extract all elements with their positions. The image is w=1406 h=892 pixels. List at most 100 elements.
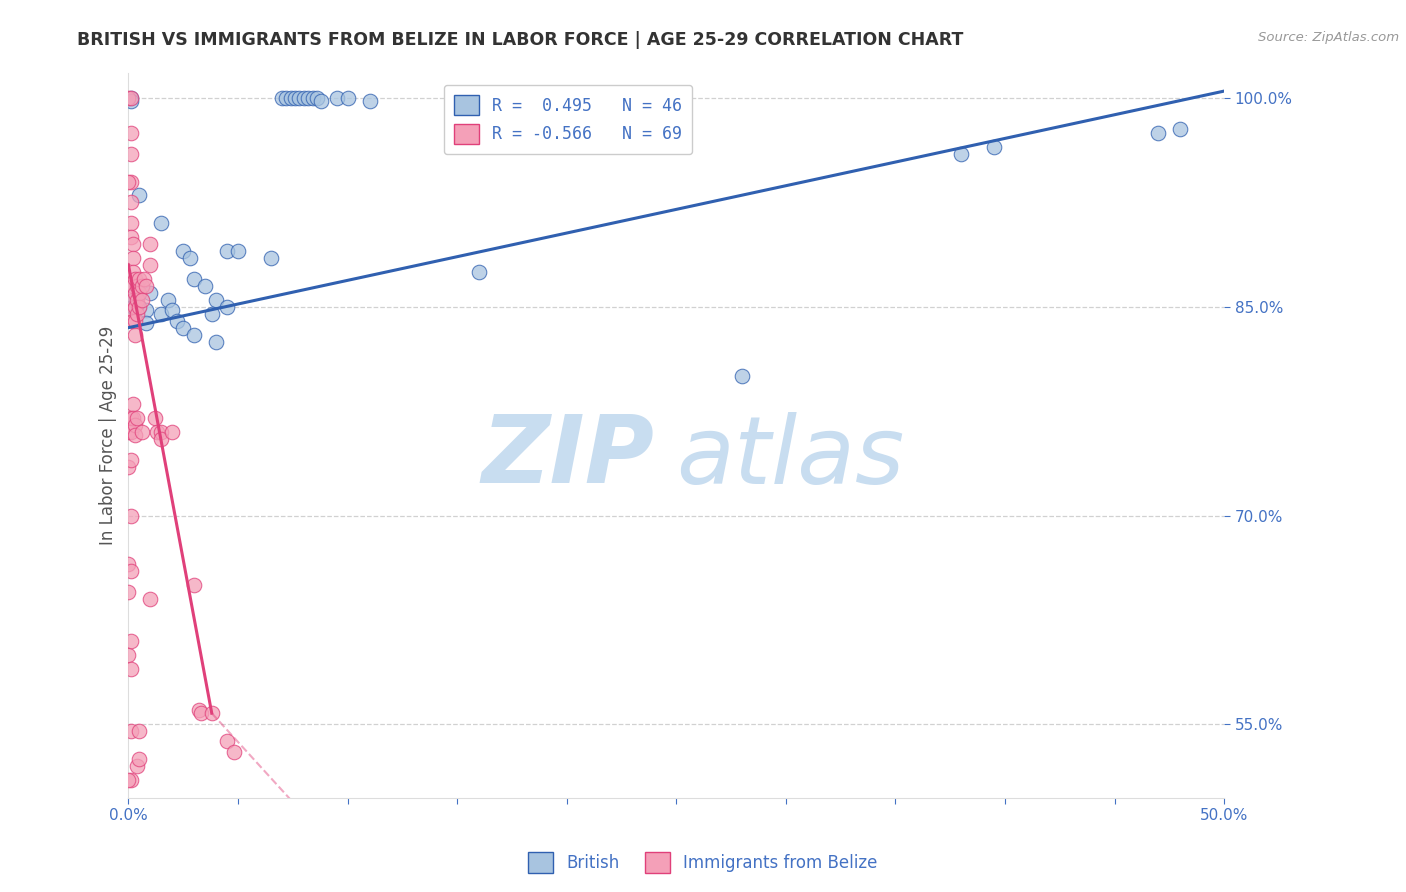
Point <box>117 425 139 439</box>
Point <box>120 230 142 244</box>
Point <box>150 216 173 230</box>
Point <box>325 91 347 105</box>
Point <box>117 585 139 599</box>
Point <box>120 94 142 108</box>
Point <box>124 314 146 328</box>
Point <box>183 272 205 286</box>
Point <box>121 314 143 328</box>
Text: BRITISH VS IMMIGRANTS FROM BELIZE IN LABOR FORCE | AGE 25-29 CORRELATION CHART: BRITISH VS IMMIGRANTS FROM BELIZE IN LAB… <box>77 31 963 49</box>
Point <box>150 425 173 439</box>
Point <box>205 334 228 349</box>
Point <box>117 648 139 662</box>
Text: ZIP: ZIP <box>481 411 654 503</box>
Point <box>172 320 194 334</box>
Point <box>139 237 162 252</box>
Point <box>183 578 205 592</box>
Point <box>121 237 143 252</box>
Point <box>301 91 323 105</box>
Point <box>194 279 217 293</box>
Point <box>146 425 169 439</box>
Legend: R =  0.495   N = 46, R = -0.566   N = 69: R = 0.495 N = 46, R = -0.566 N = 69 <box>444 85 692 154</box>
Point <box>183 327 205 342</box>
Point <box>128 188 150 202</box>
Point <box>120 633 142 648</box>
Point <box>205 293 228 307</box>
Point <box>297 91 319 105</box>
Point <box>270 91 292 105</box>
Point <box>139 592 162 607</box>
Point <box>120 216 142 230</box>
Point <box>120 662 142 676</box>
Point <box>336 91 359 105</box>
Point <box>128 285 150 300</box>
Point <box>131 425 153 439</box>
Point <box>127 411 149 425</box>
Point <box>983 140 1005 154</box>
Point <box>121 279 143 293</box>
Point <box>201 706 224 721</box>
Point <box>117 175 139 189</box>
Point <box>121 251 143 265</box>
Point <box>124 293 146 307</box>
Point <box>128 724 150 739</box>
Point <box>127 307 149 321</box>
Point <box>150 432 173 446</box>
Point <box>127 293 149 307</box>
Point <box>127 759 149 773</box>
Point <box>120 724 142 739</box>
Point <box>117 91 139 105</box>
Point <box>288 91 311 105</box>
Point <box>120 453 142 467</box>
Point <box>731 369 754 384</box>
Point <box>121 265 143 279</box>
Point <box>217 300 239 314</box>
Point <box>120 884 142 892</box>
Point <box>217 244 239 259</box>
Point <box>128 272 150 286</box>
Point <box>128 300 150 314</box>
Point <box>132 272 155 286</box>
Point <box>120 91 142 105</box>
Point <box>162 425 184 439</box>
Point <box>121 300 143 314</box>
Point <box>120 126 142 140</box>
Point <box>121 397 143 411</box>
Point <box>190 706 212 721</box>
Point <box>305 91 328 105</box>
Point <box>131 293 153 307</box>
Point <box>139 258 162 272</box>
Point <box>120 195 142 210</box>
Point <box>135 279 157 293</box>
Point <box>124 418 146 433</box>
Point <box>156 293 179 307</box>
Point <box>120 411 142 425</box>
Point <box>124 300 146 314</box>
Point <box>117 558 139 572</box>
Point <box>201 307 224 321</box>
Point <box>121 302 143 317</box>
Point <box>222 745 245 759</box>
Point <box>260 251 283 265</box>
Point <box>162 302 184 317</box>
Point <box>128 300 150 314</box>
Point <box>179 251 201 265</box>
Point <box>139 285 162 300</box>
Point <box>131 279 153 293</box>
Point <box>280 91 302 105</box>
Point <box>135 302 157 317</box>
Point <box>124 327 146 342</box>
Point <box>120 91 142 105</box>
Point <box>120 146 142 161</box>
Point <box>127 279 149 293</box>
Point <box>172 244 194 259</box>
Point <box>120 772 142 787</box>
Point <box>468 265 491 279</box>
Point <box>950 146 973 161</box>
Point <box>120 564 142 578</box>
Point <box>121 288 143 302</box>
Point <box>276 91 298 105</box>
Point <box>121 411 143 425</box>
Point <box>311 94 333 108</box>
Point <box>128 752 150 766</box>
Point <box>127 297 149 311</box>
